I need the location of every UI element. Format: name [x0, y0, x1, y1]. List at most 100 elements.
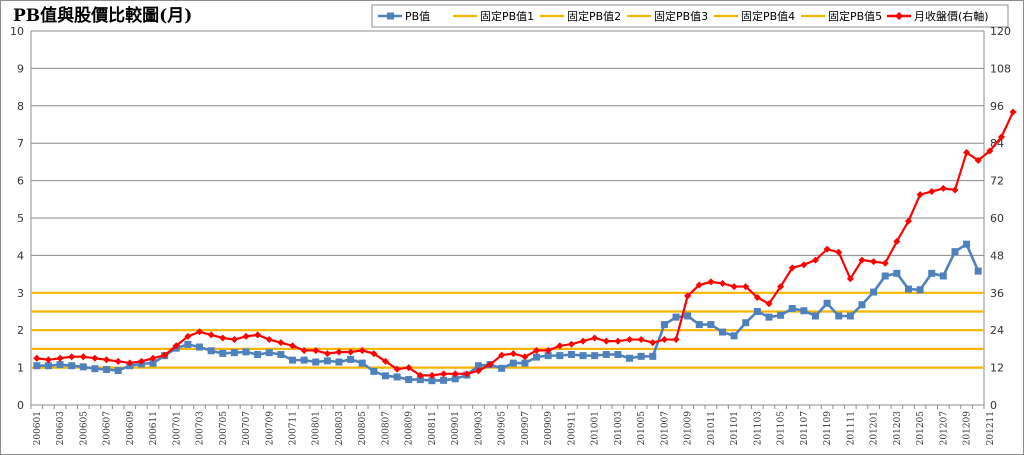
- x-tick-label: 201005: [637, 411, 647, 446]
- x-tick-label: 200609: [126, 411, 136, 446]
- pb-point: [684, 312, 692, 320]
- price-point: [719, 279, 727, 287]
- legend-label: PB值: [405, 10, 430, 23]
- price-point: [579, 337, 587, 345]
- price-point: [533, 346, 541, 354]
- price-point: [637, 336, 645, 344]
- x-tick-label: 200705: [219, 411, 229, 446]
- y-left-tick-label: 9: [17, 62, 24, 75]
- legend-marker: [895, 12, 903, 20]
- price-point: [451, 370, 459, 378]
- pb-point: [358, 359, 366, 367]
- price-point: [951, 186, 959, 194]
- pb-point: [916, 286, 924, 294]
- price-point: [114, 357, 122, 365]
- pb-point: [939, 272, 947, 280]
- y-left-tick-label: 5: [17, 212, 24, 225]
- pb-point: [602, 351, 610, 359]
- x-tick-label: 200801: [312, 411, 322, 445]
- pb-point: [265, 349, 273, 357]
- x-tick-label: 200603: [56, 411, 66, 446]
- price-point: [556, 342, 564, 350]
- price-point: [742, 283, 750, 291]
- price-series-line: [36, 111, 1015, 377]
- pb-point: [567, 351, 575, 359]
- pb-point: [440, 376, 448, 384]
- price-point: [904, 217, 912, 225]
- price-point: [103, 356, 111, 364]
- pb-point: [811, 312, 819, 320]
- legend-label: 固定PB值1: [480, 9, 534, 23]
- pb-point: [660, 321, 668, 329]
- x-tick-label: 201101: [730, 411, 740, 445]
- pb-point: [707, 321, 715, 329]
- axes: 0123456789100122436486072849610812020060…: [10, 25, 1011, 445]
- price-point: [567, 340, 575, 348]
- pb-point: [788, 305, 796, 313]
- price-point: [777, 283, 785, 291]
- plot-area: [31, 108, 1017, 385]
- price-point: [997, 133, 1005, 141]
- x-tick-label: 201103: [753, 411, 763, 446]
- price-point: [707, 278, 715, 286]
- price-point: [33, 354, 41, 362]
- price-point: [521, 353, 529, 361]
- pb-point: [288, 356, 296, 364]
- price-point: [986, 147, 994, 155]
- price-point: [974, 156, 982, 164]
- x-tick-label: 200605: [79, 411, 89, 446]
- price-point: [312, 346, 320, 354]
- legend-marker: [387, 12, 394, 20]
- x-tick-label: 201201: [870, 411, 880, 445]
- y-right-tick-label: 12: [990, 362, 1004, 375]
- x-tick-label: 201009: [684, 411, 694, 446]
- pb-point: [428, 377, 436, 385]
- price-point: [207, 331, 215, 339]
- price-point: [684, 292, 692, 300]
- pb-point: [544, 352, 552, 360]
- pb-point: [207, 347, 215, 355]
- pb-point: [347, 355, 355, 363]
- y-left-tick-label: 6: [17, 175, 24, 188]
- x-tick-label: 200803: [335, 411, 345, 446]
- pb-point: [335, 358, 343, 366]
- legend-label: 固定PB值2: [567, 9, 621, 23]
- pb-point: [800, 307, 808, 315]
- x-tick-label: 200701: [172, 411, 182, 445]
- x-tick-label: 201007: [660, 411, 670, 446]
- x-tick-label: 200909: [544, 411, 554, 446]
- pb-point: [44, 362, 52, 370]
- price-point: [254, 331, 262, 339]
- pb-point: [881, 272, 889, 280]
- pb-point: [626, 354, 634, 362]
- pb-point: [196, 343, 204, 351]
- price-point: [963, 149, 971, 157]
- pb-point: [823, 299, 831, 307]
- pb-point: [474, 362, 482, 370]
- price-point: [358, 346, 366, 354]
- price-point: [916, 191, 924, 199]
- pb-point: [300, 356, 308, 364]
- legend-frame: [371, 4, 1009, 28]
- price-point: [870, 258, 878, 266]
- price-point: [79, 353, 87, 361]
- pb-point: [835, 312, 843, 320]
- x-tick-label: 200607: [103, 411, 113, 446]
- y-left-tick-label: 7: [17, 137, 24, 150]
- price-point: [672, 336, 680, 344]
- price-point: [196, 328, 204, 336]
- x-tick-label: 200807: [381, 411, 391, 446]
- price-point: [498, 351, 506, 359]
- price-point: [277, 339, 285, 347]
- price-point: [660, 336, 668, 344]
- pb-point: [614, 351, 622, 359]
- y-left-tick-label: 3: [17, 287, 24, 300]
- legend-label: 固定PB值4: [741, 9, 795, 23]
- legend-label: 月收盤價(右軸): [914, 9, 989, 23]
- pb-point: [719, 328, 727, 336]
- x-tick-label: 201111: [846, 411, 856, 445]
- x-tick-label: 200711: [288, 411, 298, 445]
- y-right-tick-label: 24: [990, 324, 1004, 337]
- price-point: [288, 342, 296, 350]
